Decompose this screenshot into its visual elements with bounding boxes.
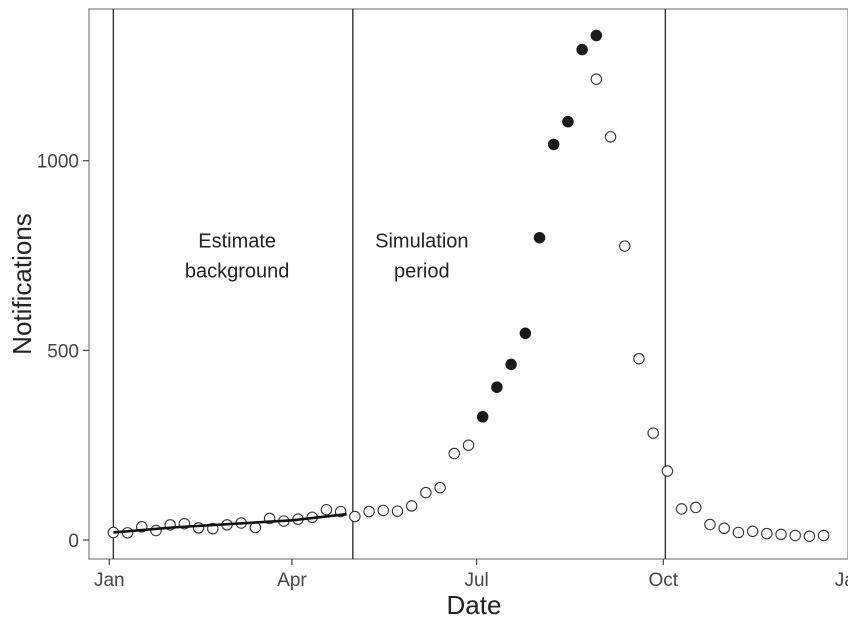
filled-point bbox=[576, 43, 588, 56]
x-tick-label: Oct bbox=[649, 570, 679, 591]
open-point bbox=[604, 131, 617, 143]
x-axis: Jan Apr Jul Oct Jan bbox=[94, 559, 848, 591]
open-point bbox=[448, 447, 461, 460]
x-tick-label: Jan bbox=[94, 570, 125, 591]
filled-point bbox=[505, 358, 517, 371]
open-point bbox=[789, 529, 801, 542]
open-point bbox=[690, 501, 702, 514]
open-point bbox=[320, 503, 333, 516]
open-point bbox=[761, 527, 773, 540]
data-marks bbox=[107, 29, 830, 542]
open-point bbox=[661, 465, 674, 477]
y-tick-label: 1000 bbox=[37, 152, 79, 173]
open-point bbox=[746, 525, 759, 538]
y-axis-title: Notifications bbox=[7, 213, 37, 355]
annotations: Estimate background Simulation period bbox=[185, 231, 469, 283]
open-point bbox=[775, 528, 787, 541]
filled-point bbox=[476, 411, 489, 423]
filled-point bbox=[547, 138, 560, 151]
x-tick-label: Jan bbox=[835, 570, 848, 591]
annotation-line: background bbox=[185, 261, 290, 283]
open-point bbox=[675, 503, 688, 515]
open-point bbox=[718, 522, 730, 535]
filled-point bbox=[491, 381, 503, 393]
open-point bbox=[150, 524, 162, 537]
period-boundaries bbox=[112, 9, 667, 559]
open-point bbox=[363, 505, 375, 518]
open-point bbox=[420, 486, 432, 499]
plot-panel bbox=[88, 8, 848, 560]
open-point bbox=[732, 526, 745, 539]
open-point bbox=[434, 481, 446, 494]
open-point bbox=[377, 504, 390, 517]
background-fit-line bbox=[113, 512, 347, 534]
open-point bbox=[704, 518, 716, 531]
filled-point bbox=[519, 327, 532, 340]
open-point bbox=[349, 510, 361, 523]
x-tick-label: Jul bbox=[464, 570, 488, 591]
filled-point bbox=[533, 231, 546, 244]
open-point bbox=[405, 500, 418, 512]
open-point bbox=[391, 505, 404, 517]
open-point bbox=[633, 352, 645, 365]
annotation-line: period bbox=[394, 261, 450, 283]
filled-point bbox=[590, 29, 603, 42]
annotation-line: Simulation bbox=[375, 231, 468, 253]
y-tick-label: 500 bbox=[47, 341, 79, 362]
open-point bbox=[192, 522, 205, 534]
annotation-line: Estimate bbox=[198, 231, 276, 253]
y-tick-label: 0 bbox=[68, 531, 79, 552]
open-point bbox=[647, 427, 659, 439]
open-point bbox=[817, 529, 830, 542]
open-point bbox=[590, 73, 603, 85]
open-point bbox=[619, 240, 631, 252]
open-point bbox=[462, 439, 475, 451]
open-point bbox=[803, 530, 816, 542]
filled-point bbox=[562, 115, 574, 128]
y-axis: 0 500 1000 bbox=[37, 152, 89, 552]
x-axis-title: Date bbox=[447, 590, 502, 618]
x-tick-label: Apr bbox=[277, 570, 307, 591]
